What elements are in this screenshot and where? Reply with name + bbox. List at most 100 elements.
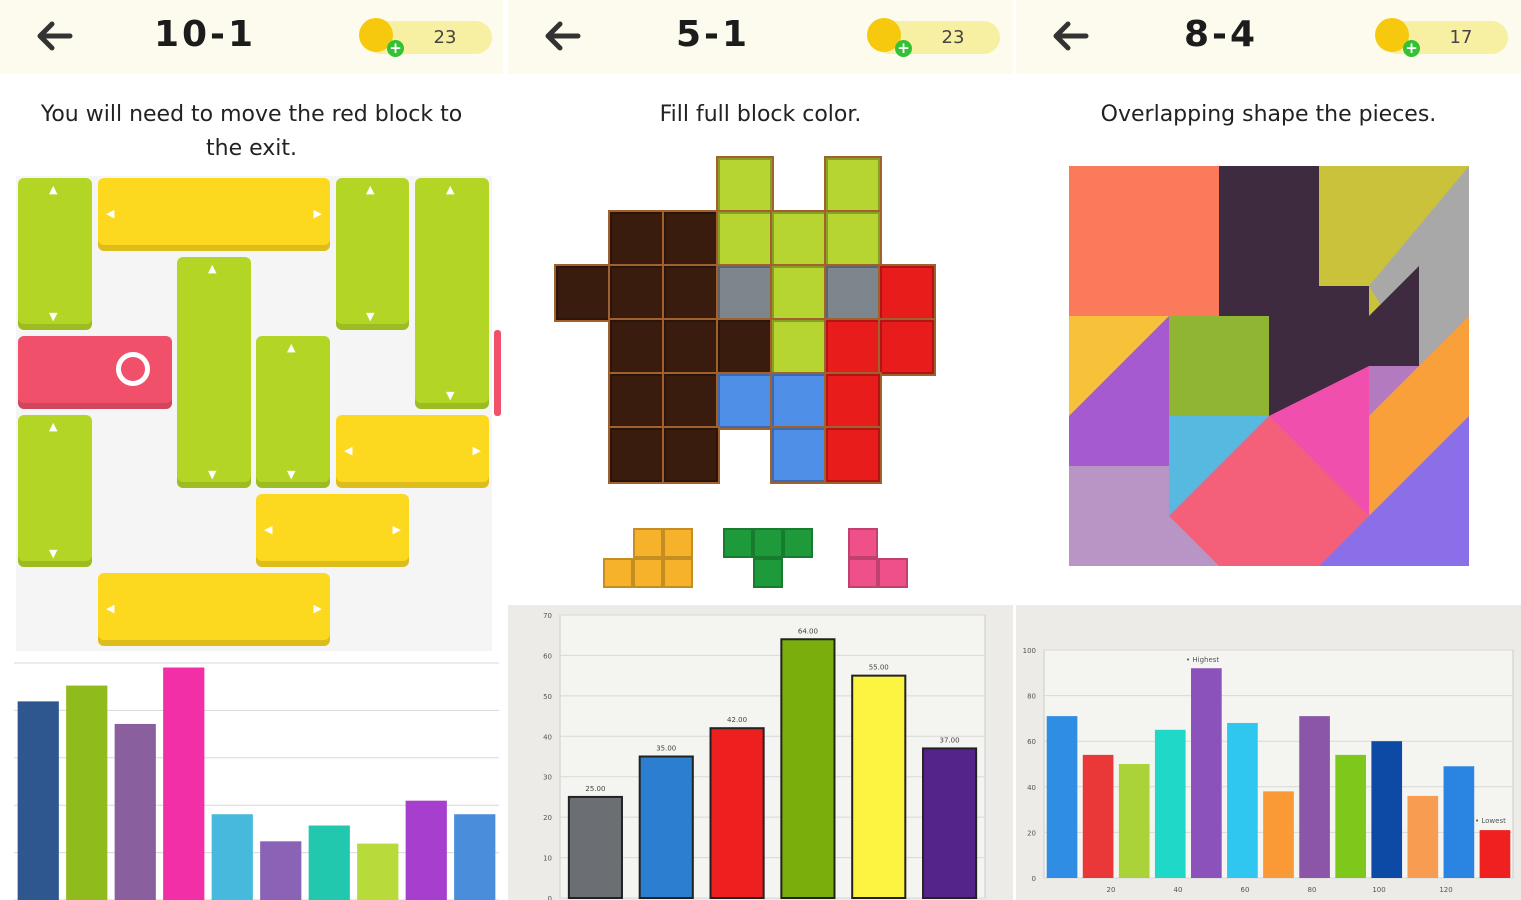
- piece-cell: [633, 528, 663, 558]
- puzzle-piece[interactable]: [1369, 316, 1469, 516]
- piece-cell: [783, 528, 813, 558]
- puzzle-piece[interactable]: [1169, 286, 1269, 416]
- board-cell[interactable]: [716, 318, 774, 376]
- top-bar: 8-4 + 17: [1016, 0, 1521, 74]
- arrow-down-icon: ▼: [446, 389, 455, 402]
- board-cell[interactable]: [824, 210, 882, 268]
- bar: [922, 747, 978, 899]
- y-tick-label: 0: [1032, 875, 1036, 883]
- arrow-down-icon: ▼: [49, 310, 58, 323]
- horizontal-block[interactable]: ◀ ▶: [98, 178, 330, 251]
- board-cell[interactable]: [878, 264, 936, 322]
- instruction-text: Overlapping shape the pieces.: [1100, 102, 1437, 127]
- bar: [163, 667, 205, 900]
- board-cell[interactable]: [662, 318, 720, 376]
- board-cell[interactable]: [770, 426, 828, 484]
- bar: [1479, 830, 1511, 878]
- arrow-up-icon: ▲: [208, 262, 217, 275]
- board-cell[interactable]: [608, 372, 666, 430]
- bar: [260, 841, 302, 900]
- y-tick-label: 30: [543, 774, 552, 782]
- board-cell[interactable]: [608, 210, 666, 268]
- red-target-block[interactable]: [18, 336, 172, 409]
- arrow-up-icon: ▲: [287, 341, 296, 354]
- add-coins-icon[interactable]: +: [895, 40, 912, 57]
- piece-cell: [878, 558, 908, 588]
- exit-marker: [494, 330, 501, 416]
- horizontal-block[interactable]: ◀ ▶: [98, 573, 330, 646]
- board-cell[interactable]: [770, 318, 828, 376]
- bar: [1191, 668, 1222, 878]
- board-cell[interactable]: [878, 318, 936, 376]
- panel-fill-block: 5-1 + 23 Fill full block color. 0 10 20 30 4…: [508, 0, 1013, 900]
- piece-cell: [663, 528, 693, 558]
- board-cell[interactable]: [608, 318, 666, 376]
- puzzle-piece[interactable]: [1219, 166, 1419, 416]
- board-cell[interactable]: [770, 372, 828, 430]
- x-tick-label: 80: [1308, 886, 1317, 894]
- board-cell[interactable]: [716, 210, 774, 268]
- arrow-up-icon: ▲: [49, 420, 58, 433]
- coin-counter[interactable]: + 23: [359, 18, 492, 57]
- back-arrow-icon[interactable]: [32, 18, 76, 54]
- board-cell[interactable]: [716, 156, 774, 214]
- coin-count: 17: [1449, 27, 1473, 48]
- arrow-left-icon: ◀: [344, 444, 353, 457]
- coin-counter[interactable]: + 23: [867, 18, 1000, 57]
- board-cell[interactable]: [770, 210, 828, 268]
- puzzle-piece[interactable]: [1169, 416, 1369, 566]
- board-cell[interactable]: [662, 264, 720, 322]
- board-cell[interactable]: [824, 426, 882, 484]
- vertical-block[interactable]: ▲ ▼: [18, 415, 92, 567]
- bar: [114, 723, 156, 900]
- bar: [1082, 754, 1114, 878]
- board-cell[interactable]: [824, 264, 882, 322]
- back-arrow-icon[interactable]: [1048, 18, 1092, 54]
- vertical-block[interactable]: ▲ ▼: [177, 257, 251, 488]
- x-tick-label: 20: [1107, 886, 1116, 894]
- puzzle-piece[interactable]: [1069, 466, 1219, 566]
- bar: [454, 814, 496, 900]
- board-cell[interactable]: [554, 264, 612, 322]
- bar: [638, 755, 694, 899]
- board-cell[interactable]: [662, 210, 720, 268]
- add-coins-icon[interactable]: +: [1403, 40, 1420, 57]
- bar: [567, 795, 623, 899]
- bar: [308, 825, 350, 900]
- vertical-block[interactable]: ▲ ▼: [336, 178, 409, 330]
- board-cell[interactable]: [824, 318, 882, 376]
- y-tick-label: 40: [543, 733, 552, 741]
- coin-counter[interactable]: + 17: [1375, 18, 1508, 57]
- board-cell[interactable]: [716, 372, 774, 430]
- vertical-block[interactable]: ▲ ▼: [18, 178, 92, 330]
- bar: [1443, 766, 1475, 878]
- board-cell[interactable]: [608, 426, 666, 484]
- board-cell[interactable]: [770, 264, 828, 322]
- panel-unblock: 10-1 + 23 You will need to move the red …: [0, 0, 503, 900]
- data-label: 35.00: [656, 745, 676, 753]
- add-coins-icon[interactable]: +: [387, 40, 404, 57]
- vertical-block[interactable]: ▲ ▼: [415, 178, 489, 409]
- back-arrow-icon[interactable]: [540, 18, 584, 54]
- bar: [780, 638, 836, 899]
- puzzle-piece[interactable]: [1069, 316, 1169, 416]
- instruction-text: You will need to move the red block to t…: [40, 102, 463, 161]
- puzzle-piece[interactable]: [1069, 166, 1219, 316]
- horizontal-block[interactable]: ◀ ▶: [336, 415, 489, 488]
- horizontal-block[interactable]: ◀ ▶: [256, 494, 409, 567]
- board-cell[interactable]: [608, 264, 666, 322]
- board-cell[interactable]: [824, 156, 882, 214]
- arrow-down-icon: ▼: [287, 468, 296, 481]
- arrow-down-icon: ▼: [366, 310, 375, 323]
- board-cell[interactable]: [824, 372, 882, 430]
- plot-area: [559, 614, 986, 899]
- board-cell[interactable]: [662, 372, 720, 430]
- bar: [1299, 716, 1330, 878]
- piece-cell: [753, 528, 783, 558]
- bar-chart: 0 10 20 30 40 50 60 70 25.00 35.00 42.00 64.00 55.00…: [508, 605, 1013, 900]
- board-cell[interactable]: [716, 264, 774, 322]
- vertical-block[interactable]: ▲ ▼: [256, 336, 330, 488]
- data-label: 25.00: [585, 785, 605, 793]
- board-cell[interactable]: [662, 426, 720, 484]
- arrow-up-icon: ▲: [446, 183, 455, 196]
